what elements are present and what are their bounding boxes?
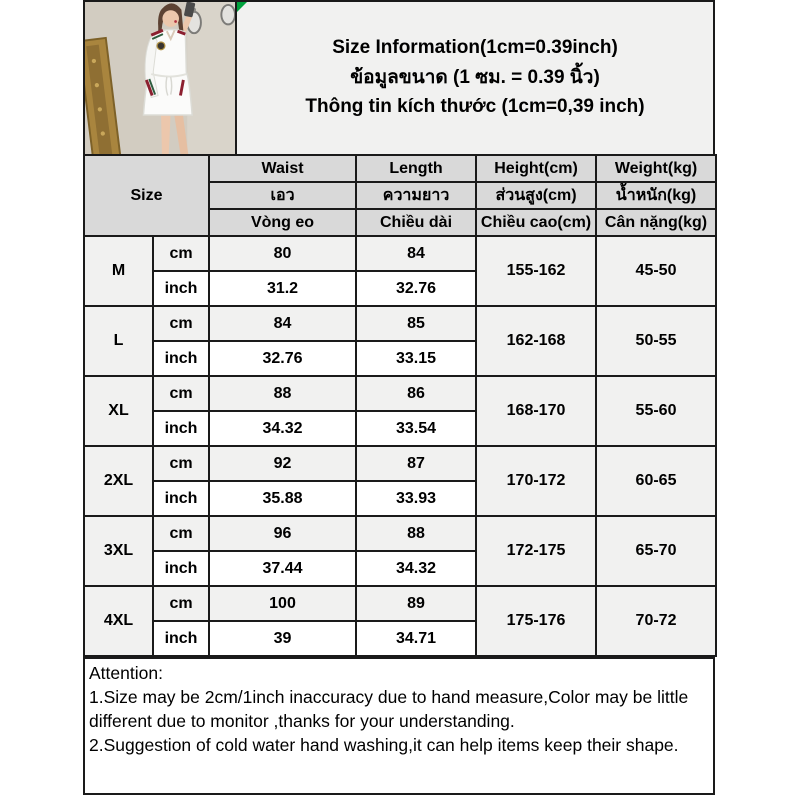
weight-value: 60-65 xyxy=(595,445,718,517)
table-row: 3XL cm 96 88 172-175 65-70 xyxy=(83,515,718,587)
height-value: 155-162 xyxy=(475,235,598,307)
green-corner-marker-icon xyxy=(237,2,247,12)
unit-label-cm: cm xyxy=(151,305,211,342)
header-waist-th: เอว xyxy=(208,181,358,210)
height-value: 170-172 xyxy=(475,445,598,517)
waist-inch-value: 37.44 xyxy=(208,550,358,587)
length-inch-value: 34.32 xyxy=(355,550,478,587)
unit-label-cm: cm xyxy=(151,515,211,552)
header-height-en: Height(cm) xyxy=(475,154,598,183)
table-row: M cm 80 84 155-162 45-50 xyxy=(83,235,718,307)
unit-label-cm: cm xyxy=(151,445,211,482)
attention-heading: Attention: xyxy=(89,663,163,683)
waist-inch-value: 39 xyxy=(208,620,358,657)
header-weight-en: Weight(kg) xyxy=(595,154,718,183)
header-height-th: ส่วนสูง(cm) xyxy=(475,181,598,210)
header-row-vietnamese: Vòng eo Chiều dài Chiều cao(cm) Cân nặng… xyxy=(84,208,718,237)
length-inch-value: 34.71 xyxy=(355,620,478,657)
length-cm-value: 85 xyxy=(355,305,478,342)
header-waist-en: Waist xyxy=(208,154,358,183)
weight-value: 55-60 xyxy=(595,375,718,447)
table-row: XL cm 88 86 168-170 55-60 xyxy=(83,375,718,447)
size-label: M xyxy=(83,235,154,307)
waist-inch-value: 31.2 xyxy=(208,270,358,307)
weight-value: 65-70 xyxy=(595,515,718,587)
height-value: 162-168 xyxy=(475,305,598,377)
height-value: 168-170 xyxy=(475,375,598,447)
weight-value: 50-55 xyxy=(595,305,718,377)
height-value: 172-175 xyxy=(475,515,598,587)
table-row: inch 31.2 32.76 xyxy=(84,270,716,307)
unit-label-inch: inch xyxy=(151,480,211,517)
attention-box: Attention: 1.Size may be 2cm/1inch inacc… xyxy=(83,657,715,795)
header-weight-th: น้ำหนัก(kg) xyxy=(595,181,718,210)
unit-label-cm: cm xyxy=(151,585,211,622)
weight-value: 45-50 xyxy=(595,235,718,307)
title-english: Size Information(1cm=0.39inch) xyxy=(332,36,618,58)
height-value: 175-176 xyxy=(475,585,598,657)
unit-label-inch: inch xyxy=(151,550,211,587)
unit-label-cm: cm xyxy=(151,375,211,412)
length-inch-value: 32.76 xyxy=(355,270,478,307)
title-box: Size Information(1cm=0.39inch) ข้อมูลขนา… xyxy=(235,0,715,156)
header-length-en: Length xyxy=(355,154,478,183)
waist-cm-value: 80 xyxy=(208,235,358,272)
size-label: XL xyxy=(83,375,154,447)
length-cm-value: 86 xyxy=(355,375,478,412)
unit-label-inch: inch xyxy=(151,340,211,377)
header-row-thai: เอว ความยาว ส่วนสูง(cm) น้ำหนัก(kg) xyxy=(84,181,718,210)
gold-mirror-frame xyxy=(85,36,124,154)
length-inch-value: 33.93 xyxy=(355,480,478,517)
length-cm-value: 89 xyxy=(355,585,478,622)
waist-cm-value: 100 xyxy=(208,585,358,622)
header-length-th: ความยาว xyxy=(355,181,478,210)
length-cm-value: 87 xyxy=(355,445,478,482)
table-row: L cm 84 85 162-168 50-55 xyxy=(83,305,718,377)
weight-value: 70-72 xyxy=(595,585,718,657)
attention-note-1: 1.Size may be 2cm/1inch inaccuracy due t… xyxy=(89,687,689,731)
header-waist-vi: Vòng eo xyxy=(208,208,358,237)
size-label: 2XL xyxy=(83,445,154,517)
table-row: inch 32.76 33.15 xyxy=(84,340,716,377)
waist-cm-value: 88 xyxy=(208,375,358,412)
unit-label-inch: inch xyxy=(151,270,211,307)
unit-label-cm: cm xyxy=(151,235,211,272)
length-cm-value: 84 xyxy=(355,235,478,272)
header-row-english: Size Waist Length Height(cm) Weight(kg) xyxy=(82,154,718,237)
length-inch-value: 33.15 xyxy=(355,340,478,377)
header-weight-vi: Cân nặng(kg) xyxy=(595,208,718,237)
table-row: 4XL cm 100 89 175-176 70-72 xyxy=(83,585,718,657)
table-row: inch 35.88 33.93 xyxy=(84,480,716,517)
title-thai: ข้อมูลขนาด (1 ซม. = 0.39 นิ้ว) xyxy=(350,66,600,88)
header-length-vi: Chiều dài xyxy=(355,208,478,237)
size-label: 3XL xyxy=(83,515,154,587)
table-row: inch 39 34.71 xyxy=(84,620,716,657)
table-row: inch 37.44 34.32 xyxy=(84,550,716,587)
waist-cm-value: 96 xyxy=(208,515,358,552)
size-label: 4XL xyxy=(83,585,154,657)
product-photo-illustration xyxy=(85,2,235,154)
waist-cm-value: 92 xyxy=(208,445,358,482)
table-row: inch 34.32 33.54 xyxy=(84,410,716,447)
size-label: L xyxy=(83,305,154,377)
attention-note-2: 2.Suggestion of cold water hand washing,… xyxy=(89,735,679,755)
size-table: Size Waist Length Height(cm) Weight(kg) … xyxy=(82,154,718,657)
unit-label-inch: inch xyxy=(151,620,211,657)
length-inch-value: 33.54 xyxy=(355,410,478,447)
product-photo xyxy=(83,0,237,156)
title-vietnamese: Thông tin kích thước (1cm=0,39 inch) xyxy=(305,96,645,118)
waist-inch-value: 35.88 xyxy=(208,480,358,517)
unit-label-inch: inch xyxy=(151,410,211,447)
length-cm-value: 88 xyxy=(355,515,478,552)
waist-cm-value: 84 xyxy=(208,305,358,342)
waist-inch-value: 32.76 xyxy=(208,340,358,377)
waist-inch-value: 34.32 xyxy=(208,410,358,447)
table-row: 2XL cm 92 87 170-172 60-65 xyxy=(83,445,718,517)
size-corner-label: Size xyxy=(82,154,211,237)
header-height-vi: Chiều cao(cm) xyxy=(475,208,598,237)
